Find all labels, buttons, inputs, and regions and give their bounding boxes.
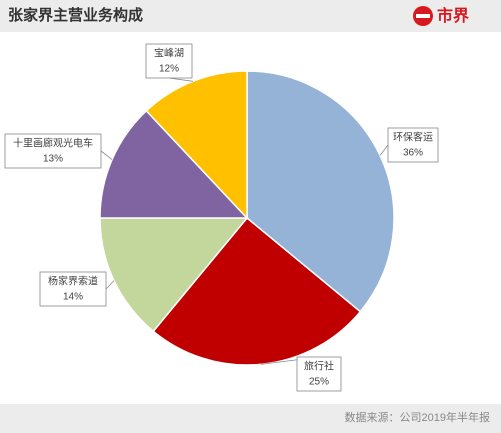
logo-text: 市界: [437, 6, 469, 25]
value-label: 36%: [403, 148, 423, 159]
label-box: [387, 127, 439, 163]
value-label: 13%: [43, 154, 63, 165]
pie-slice: [246, 70, 395, 313]
chart-title: 张家界主营业务构成: [8, 6, 143, 24]
leader-line: [379, 144, 389, 156]
label-box: [39, 271, 107, 307]
value-label: 14%: [63, 292, 83, 303]
pie-slice: [99, 109, 249, 219]
pie-slice: [99, 217, 249, 333]
pie-slice: [145, 70, 248, 220]
category-label: 十里画廊观光电车: [13, 137, 93, 150]
category-label: 宝峰湖: [154, 47, 184, 60]
leader-line: [100, 150, 113, 160]
logo-icon-bar: [416, 14, 430, 18]
category-label: 杨家界索道: [48, 275, 98, 288]
value-label: 25%: [309, 377, 329, 388]
category-label: 环保客运: [393, 131, 433, 144]
footer-band: [0, 404, 501, 433]
source-note: 数据来源：公司2019年半年报: [345, 410, 490, 424]
category-label: 旅行社: [304, 360, 334, 373]
logo: 市界: [413, 6, 469, 26]
value-label: 12%: [159, 64, 179, 75]
pie: 环保客运 36% 旅行社 25% 杨家界索道 14% 十里画廊观光电车 13% 宝峰湖 12%: [4, 43, 439, 392]
leader-line: [105, 280, 115, 290]
leader-line: [168, 77, 193, 82]
label-box: [4, 133, 102, 169]
label-box: [296, 356, 342, 392]
label-box: [145, 43, 193, 79]
